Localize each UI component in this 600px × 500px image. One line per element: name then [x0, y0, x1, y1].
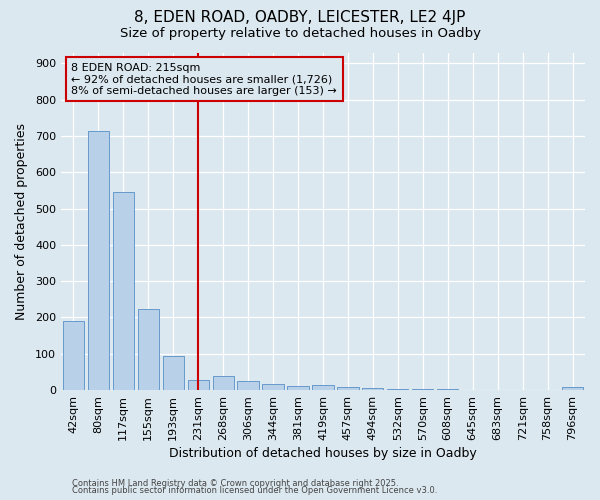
Bar: [337, 387, 359, 390]
Text: Contains HM Land Registry data © Crown copyright and database right 2025.: Contains HM Land Registry data © Crown c…: [72, 478, 398, 488]
Bar: [88, 131, 109, 390]
X-axis label: Distribution of detached houses by size in Oadby: Distribution of detached houses by size …: [169, 447, 477, 460]
Bar: [262, 384, 284, 390]
Text: Size of property relative to detached houses in Oadby: Size of property relative to detached ho…: [119, 28, 481, 40]
Bar: [163, 356, 184, 390]
Bar: [562, 387, 583, 390]
Bar: [212, 376, 234, 390]
Bar: [188, 380, 209, 390]
Bar: [113, 192, 134, 390]
Bar: [137, 309, 159, 390]
Y-axis label: Number of detached properties: Number of detached properties: [15, 123, 28, 320]
Bar: [362, 388, 383, 390]
Bar: [387, 388, 409, 390]
Text: Contains public sector information licensed under the Open Government Licence v3: Contains public sector information licen…: [72, 486, 437, 495]
Bar: [63, 321, 84, 390]
Bar: [313, 386, 334, 390]
Bar: [238, 381, 259, 390]
Text: 8 EDEN ROAD: 215sqm
← 92% of detached houses are smaller (1,726)
8% of semi-deta: 8 EDEN ROAD: 215sqm ← 92% of detached ho…: [71, 62, 337, 96]
Bar: [412, 389, 433, 390]
Text: 8, EDEN ROAD, OADBY, LEICESTER, LE2 4JP: 8, EDEN ROAD, OADBY, LEICESTER, LE2 4JP: [134, 10, 466, 25]
Bar: [287, 386, 308, 390]
